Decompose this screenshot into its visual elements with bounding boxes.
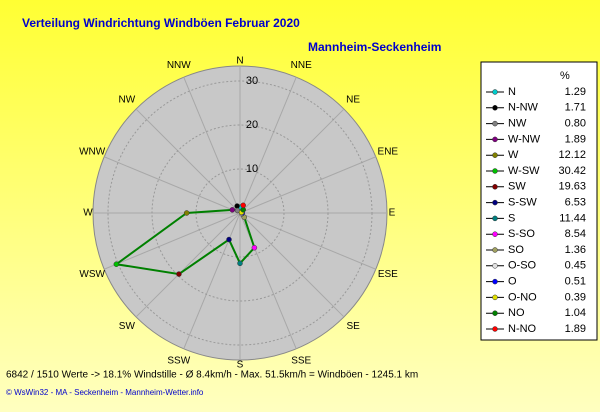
legend-value: 6.53 (565, 197, 586, 209)
direction-label: NNE (291, 60, 312, 71)
spoke (183, 212, 241, 350)
direction-label: WSW (79, 269, 105, 280)
legend-marker (492, 136, 498, 143)
legend-title: % (560, 70, 570, 82)
spoke (103, 212, 241, 270)
legend-value: 8.54 (565, 228, 586, 240)
legend-marker (492, 263, 498, 269)
point (251, 244, 258, 251)
direction-label: ESE (378, 269, 398, 280)
legend-value: 0.45 (565, 260, 586, 272)
legend-label: N-NO (508, 323, 537, 335)
legend-label: NW (508, 118, 527, 130)
legend-value: 1.71 (565, 102, 586, 114)
grid-circle (107, 80, 373, 346)
legend-box (480, 61, 598, 341)
legend-value: 0.51 (565, 276, 586, 288)
legend-marker (492, 247, 498, 253)
legend-label: SW (508, 181, 526, 193)
chart-subtitle: Mannheim-Seckenheim (308, 40, 441, 54)
direction-label: W (83, 208, 93, 219)
legend-label: N-NW (508, 102, 539, 114)
legend-marker (492, 105, 498, 111)
direction-label: SSW (167, 355, 190, 366)
legend-label: O-NO (508, 291, 537, 303)
direction-label: SSE (291, 355, 311, 366)
legend-label: O-SO (508, 260, 537, 272)
spoke (239, 212, 377, 270)
legend-value: 11.44 (559, 212, 586, 224)
legend-label: S-SW (508, 197, 537, 209)
point (113, 261, 120, 267)
direction-label: NNW (167, 60, 191, 71)
direction-label: WNW (79, 146, 106, 157)
direction-label: SW (119, 321, 136, 332)
legend-label: W-NW (508, 133, 541, 145)
legend-marker (492, 199, 498, 206)
direction-label: N (236, 56, 243, 67)
legend-value: 1.36 (565, 244, 586, 256)
direction-label: NW (119, 95, 136, 106)
legend-value: 1.04 (565, 307, 586, 319)
legend-value: 1.89 (565, 323, 586, 335)
legend-marker (492, 294, 498, 301)
legend-marker (492, 89, 498, 95)
r-tick-label: 20 (246, 119, 258, 131)
legend-label: NO (508, 307, 525, 319)
legend-label: W-SW (508, 165, 540, 177)
r-tick-label: 10 (246, 163, 258, 175)
legend-marker (492, 184, 498, 190)
legend-marker (492, 310, 498, 316)
legend-marker (492, 215, 498, 222)
legend-label: S-SO (508, 228, 535, 240)
legend-value: 1.29 (565, 86, 586, 98)
legend-label: W (508, 149, 519, 161)
legend-label: O (508, 276, 517, 288)
footer: © WsWin32 - MA - Seckenheim - Mannheim-W… (6, 388, 204, 397)
stats: 6842 / 1510 Werte -> 18.1% Windstille - … (6, 370, 418, 381)
direction-label: ENE (378, 146, 399, 157)
r-tick-label: 30 (246, 75, 258, 87)
spoke (239, 108, 345, 214)
point (183, 210, 190, 216)
spoke (135, 108, 241, 214)
spoke (239, 156, 377, 214)
direction-label: S (237, 360, 244, 371)
legend-marker (492, 326, 498, 332)
legend-marker (492, 231, 498, 237)
legend-value: 0.39 (565, 291, 586, 303)
point (240, 202, 246, 209)
legend-marker (492, 278, 498, 285)
spoke (239, 76, 297, 214)
direction-label: NE (346, 95, 360, 106)
legend-label: SO (508, 244, 524, 256)
grid-circle (195, 168, 285, 258)
legend-value: 19.63 (558, 181, 586, 193)
legend-marker (492, 152, 498, 158)
spoke (135, 212, 241, 318)
legend-label: N (508, 86, 516, 98)
legend-value: 0.80 (565, 118, 586, 130)
point (237, 260, 243, 267)
chart-title: Verteilung Windrichtung Windböen Februar… (22, 16, 300, 30)
legend-value: 30.42 (558, 165, 586, 177)
grid-circle (151, 124, 329, 302)
legend-marker (492, 168, 498, 174)
direction-label: SE (346, 321, 360, 332)
spoke (239, 212, 345, 318)
point (176, 271, 182, 277)
legend-marker (492, 120, 498, 127)
point (229, 207, 236, 213)
point (226, 236, 232, 243)
legend-label: S (508, 212, 515, 224)
direction-label: E (389, 208, 396, 219)
legend-value: 12.12 (558, 149, 586, 161)
spoke (103, 156, 241, 214)
spoke (183, 76, 241, 214)
legend-value: 1.89 (565, 133, 586, 145)
